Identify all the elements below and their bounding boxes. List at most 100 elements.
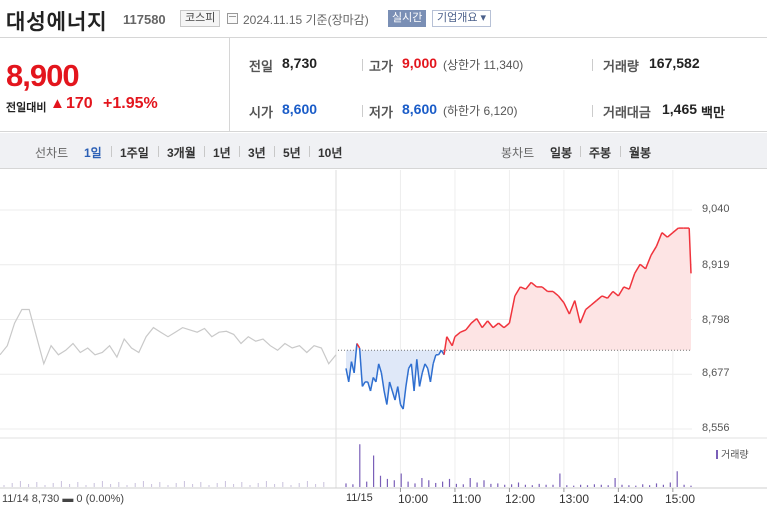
up-area xyxy=(346,228,691,351)
price-line-segment xyxy=(585,304,592,311)
price-line-segment xyxy=(508,295,516,324)
upper-limit: (상한가 11,340) xyxy=(443,58,524,72)
price-line-segment xyxy=(601,295,608,299)
amount-label: 거래대금 xyxy=(603,105,651,120)
chart-tab-bar: 선차트 1일 1주일 3개월 1년 3년 5년 10년 봉차트 일봉 주봉 월봉 xyxy=(0,133,767,169)
tab-3months[interactable]: 3개월 xyxy=(167,146,196,160)
price-line-segment xyxy=(634,263,641,274)
price-panel: 8,900 전일대비 ▲ 170 +1.95% 전일 8,730 고가 9,00… xyxy=(0,38,767,132)
price-line-segment xyxy=(416,359,421,387)
calendar-icon xyxy=(227,13,238,24)
price-line-segment xyxy=(644,254,652,270)
diff-label: 전일대비 xyxy=(6,102,47,114)
price-line-segment xyxy=(596,295,603,302)
volume-label: 거래량 xyxy=(603,59,639,74)
y-tick-label: 8,556 xyxy=(702,422,730,434)
divider xyxy=(362,105,363,117)
x-tick-label: 10:00 xyxy=(398,492,429,506)
candle-chart-label: 봉차트 xyxy=(501,146,535,160)
stock-code: 117580 xyxy=(123,12,166,27)
price-line-segment xyxy=(666,232,674,238)
price-line-segment xyxy=(421,363,426,374)
price-line-segment xyxy=(623,286,630,290)
price-line-segment xyxy=(426,368,432,383)
price-line-segment xyxy=(541,286,549,293)
up-arrow-icon: ▲ xyxy=(50,95,65,112)
price-line-segment xyxy=(402,386,407,410)
amount-unit: 백만 xyxy=(701,105,725,120)
down-area xyxy=(346,350,691,410)
low-label: 저가 xyxy=(369,105,393,120)
x-tick-label: 13:00 xyxy=(559,492,590,506)
tab-5years[interactable]: 5년 xyxy=(283,146,301,160)
volume-legend: 거래량 xyxy=(716,446,749,461)
amount-value: 1,465 xyxy=(662,101,698,117)
divider xyxy=(111,146,112,157)
price-line-segment xyxy=(369,377,374,392)
tab-1week[interactable]: 1주일 xyxy=(120,146,149,160)
price-chart[interactable]: 9,040 8,919 8,798 8,677 8,556 거래량 11/14 … xyxy=(0,170,767,529)
price-line-segment xyxy=(617,286,625,297)
price-line-segment xyxy=(574,300,581,324)
tab-daily-candle[interactable]: 일봉 xyxy=(550,146,573,160)
price-line-segment xyxy=(639,263,647,270)
volume-value: 167,582 xyxy=(649,55,700,71)
price-chart-svg xyxy=(0,170,767,492)
price-line-segment xyxy=(397,386,402,405)
price-line-segment xyxy=(418,372,423,387)
prev-day-info: 11/14 8,730 ▬ 0 (0.00%) xyxy=(2,493,125,505)
open-label: 시가 xyxy=(249,105,273,120)
high-label: 고가 xyxy=(369,59,393,74)
tab-3years[interactable]: 3년 xyxy=(248,146,266,160)
x-tick-label: 11:00 xyxy=(452,492,482,506)
realtime-button[interactable]: 실시간 xyxy=(388,10,427,27)
base-date: 2024.11.15 기준(장마감) xyxy=(243,13,369,27)
price-line-segment xyxy=(394,386,399,401)
price-line-segment xyxy=(612,290,619,297)
prev-day-line xyxy=(0,308,337,366)
price-line-segment xyxy=(655,232,663,247)
price-line-segment xyxy=(451,336,456,346)
price-line-segment xyxy=(503,322,510,329)
divider xyxy=(274,146,275,157)
open-value: 8,600 xyxy=(282,101,318,117)
price-line-segment xyxy=(358,347,364,387)
price-line-segment xyxy=(377,363,383,374)
price-line-segment xyxy=(361,381,366,387)
price-line-segment xyxy=(590,299,598,306)
tab-monthly-candle[interactable]: 월봉 xyxy=(629,146,652,160)
price-line-segment xyxy=(579,309,587,324)
divider xyxy=(204,146,205,157)
price-line-segment xyxy=(443,336,448,355)
tab-10years[interactable]: 10년 xyxy=(318,146,343,160)
diff-value: 170 xyxy=(66,95,93,112)
divider xyxy=(592,59,593,71)
line-chart-label: 선차트 xyxy=(35,146,69,160)
price-line-segment xyxy=(520,286,527,290)
price-line-segment xyxy=(568,300,576,315)
price-line-segment xyxy=(380,372,385,392)
price-line-segment xyxy=(525,281,532,290)
high-value: 9,000 xyxy=(402,55,438,71)
price-line-segment xyxy=(476,318,483,329)
divider xyxy=(309,146,310,157)
tab-weekly-candle[interactable]: 주봉 xyxy=(589,146,612,160)
tab-1day[interactable]: 1일 xyxy=(84,146,102,160)
price-line-segment xyxy=(628,273,636,290)
price-line-segment xyxy=(388,381,394,392)
divider xyxy=(239,146,240,157)
x-tick-label: 14:00 xyxy=(613,492,644,506)
y-tick-label: 8,677 xyxy=(702,367,730,379)
price-line-segment xyxy=(487,320,494,329)
price-line-segment xyxy=(410,363,415,392)
price-line-segment xyxy=(650,245,658,256)
company-overview-dropdown[interactable]: 기업개요 ▾ xyxy=(432,10,492,27)
x-tick-label: 15:00 xyxy=(665,492,696,506)
price-line-segment xyxy=(606,290,614,299)
tab-1year[interactable]: 1년 xyxy=(213,146,231,160)
price-line-segment xyxy=(557,295,565,304)
price-line-segment xyxy=(347,361,353,383)
price-line-segment xyxy=(514,286,521,297)
current-price: 8,900 xyxy=(6,58,80,93)
divider xyxy=(592,105,593,117)
